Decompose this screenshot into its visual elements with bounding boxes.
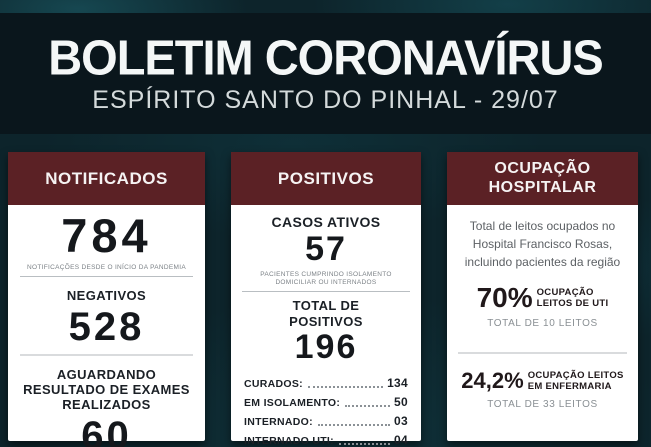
row-value: 03 xyxy=(394,414,408,429)
ward-occupancy-stat: 24,2% OCUPAÇÃO LEITOS EM ENFERMARIA xyxy=(461,370,623,393)
header-panel: BOLETIM CORONAVÍRUS ESPÍRITO SANTO DO PI… xyxy=(0,13,651,134)
divider xyxy=(242,291,410,293)
row-label: INTERNADO: xyxy=(244,416,313,429)
dotted-leader xyxy=(345,405,391,408)
card-positivos-header: POSITIVOS xyxy=(231,152,421,205)
card-ocupacao-title-line2: HOSPITALAR xyxy=(488,178,597,196)
ocupacao-description: Total de leitos ocupados no Hospital Fra… xyxy=(464,219,621,269)
notificados-caption: NOTIFICAÇÕES DESDE O INÍCIO DA PANDEMIA xyxy=(27,264,186,271)
dotted-leader xyxy=(307,386,384,389)
card-positivos-body: CASOS ATIVOS 57 PACIENTES CUMPRINDO ISOL… xyxy=(231,205,421,447)
card-ocupacao-hospitalar: OCUPAÇÃO HOSPITALAR Total de leitos ocup… xyxy=(447,152,638,441)
card-notificados-header: NOTIFICADOS xyxy=(8,152,205,205)
total-positivos-value: 196 xyxy=(294,328,358,367)
uti-label-line2: LEITOS DE UTI xyxy=(536,298,609,309)
bulletin-title: BOLETIM CORONAVÍRUS xyxy=(48,29,604,86)
card-ocupacao-body: Total de leitos ocupados no Hospital Fra… xyxy=(447,205,638,441)
uti-occupancy-label: OCUPAÇÃO LEITOS DE UTI xyxy=(537,287,609,310)
card-ocupacao-header: OCUPAÇÃO HOSPITALAR xyxy=(447,152,638,205)
negativos-value: 528 xyxy=(68,304,145,349)
casos-ativos-label: CASOS ATIVOS xyxy=(271,214,381,230)
ward-occupancy-percent: 24,2% xyxy=(461,368,524,394)
casos-ativos-caption: PACIENTES CUMPRINDO ISOLAMENTO DOMICILIA… xyxy=(260,270,392,286)
divider xyxy=(19,353,194,356)
total-positivos-label: TOTAL DE POSITIVOS xyxy=(289,298,363,329)
card-notificados: NOTIFICADOS 784 NOTIFICAÇÕES DESDE O INÍ… xyxy=(8,152,205,447)
ward-label-line2: EM ENFERMARIA xyxy=(527,381,612,393)
breakdown-row-internado-uti: INTERNADO UTI: 04 xyxy=(244,433,408,447)
card-ocupacao-title-line1: OCUPAÇÃO xyxy=(494,160,591,178)
breakdown-row-internado: INTERNADO: 03 xyxy=(244,414,408,428)
divider xyxy=(19,276,194,278)
row-value: 50 xyxy=(394,395,408,410)
dotted-leader xyxy=(317,424,391,427)
negativos-label: NEGATIVOS xyxy=(66,288,147,304)
ward-label-line1: OCUPAÇÃO LEITOS xyxy=(527,370,624,381)
uti-label-line1: OCUPAÇÃO xyxy=(536,286,594,298)
ward-total-beds: TOTAL DE 33 LEITOS xyxy=(487,398,598,410)
row-value: 134 xyxy=(387,376,408,391)
uti-occupancy-stat: 70% OCUPAÇÃO LEITOS DE UTI xyxy=(477,284,609,312)
uti-occupancy-percent: 70% xyxy=(476,282,533,313)
aguardando-value: 60 xyxy=(81,413,132,447)
breakdown-row-curados: CURADOS: 134 xyxy=(244,376,408,390)
breakdown-row-isolamento: EM ISOLAMENTO: 50 xyxy=(244,395,408,409)
divider xyxy=(458,352,627,354)
uti-total-beds: TOTAL DE 10 LEITOS xyxy=(487,318,598,329)
row-value: 04 xyxy=(394,433,408,447)
aguardando-label: AGUARDANDO RESULTADO DE EXAMES REALIZADO… xyxy=(23,366,190,413)
card-notificados-title: NOTIFICADOS xyxy=(45,168,168,188)
card-notificados-body: 784 NOTIFICAÇÕES DESDE O INÍCIO DA PANDE… xyxy=(8,205,205,447)
card-positivos: POSITIVOS CASOS ATIVOS 57 PACIENTES CUMP… xyxy=(231,152,421,447)
row-label: EM ISOLAMENTO: xyxy=(244,397,341,410)
card-positivos-title: POSITIVOS xyxy=(277,168,375,188)
dotted-leader xyxy=(338,443,391,446)
bulletin-subtitle: ESPÍRITO SANTO DO PINHAL - 29/07 xyxy=(92,86,559,114)
total-positivos-label-line1: TOTAL DE xyxy=(292,298,360,314)
total-positivos-label-line2: POSITIVOS xyxy=(289,313,363,329)
row-label: CURADOS: xyxy=(244,378,303,391)
ward-occupancy-label: OCUPAÇÃO LEITOS EM ENFERMARIA xyxy=(528,370,624,393)
casos-ativos-value: 57 xyxy=(305,229,347,268)
row-label: INTERNADO UTI: xyxy=(244,435,334,447)
notificados-value: 784 xyxy=(61,209,152,262)
positivos-breakdown: CURADOS: 134 EM ISOLAMENTO: 50 INTERNADO… xyxy=(231,364,421,447)
